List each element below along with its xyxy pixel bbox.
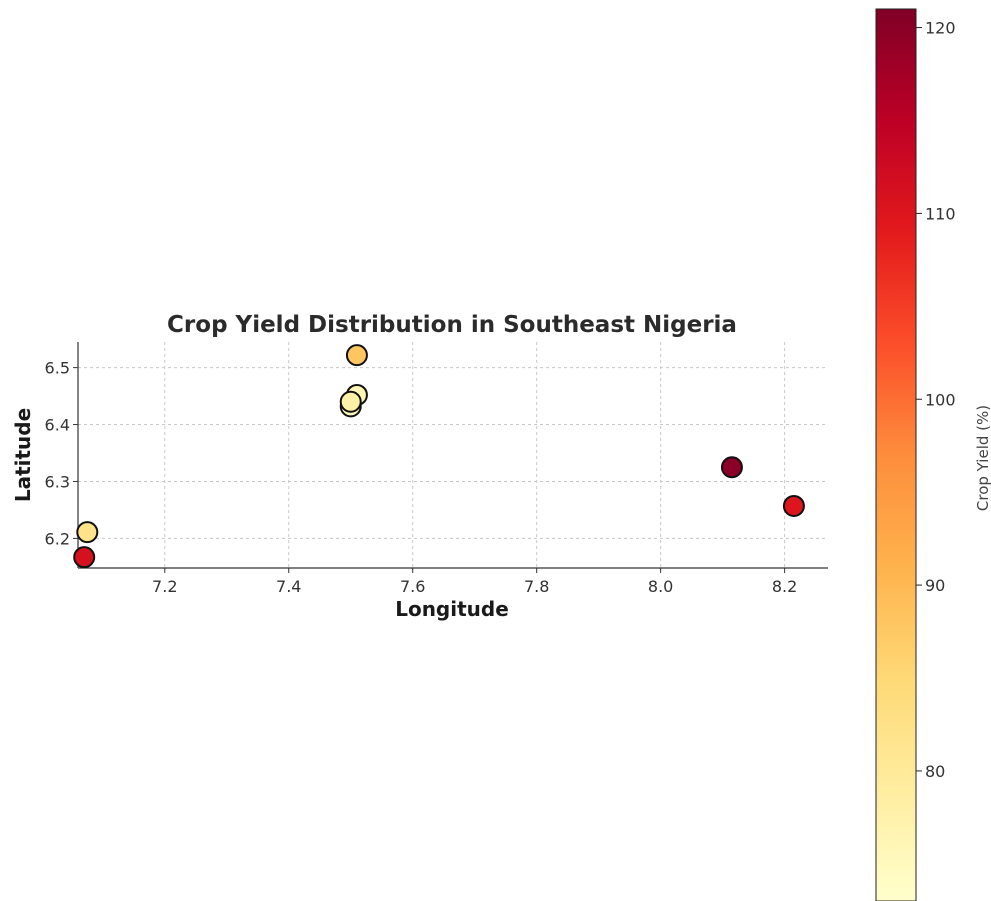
data-point xyxy=(76,521,99,544)
x-tick-label: 7.2 xyxy=(152,577,177,596)
colorbar-tick-label: 100 xyxy=(925,390,956,409)
x-tick-label: 7.6 xyxy=(400,577,425,596)
colorbar-tick-label: 120 xyxy=(925,19,956,38)
colorbar-tick-label: 110 xyxy=(925,204,956,223)
y-tick-label: 6.5 xyxy=(45,359,70,378)
y-tick-label: 6.4 xyxy=(45,416,70,435)
colorbar: 80 90 100 110 120 Crop Yield (%) xyxy=(875,8,991,901)
x-tick-label: 7.4 xyxy=(276,577,301,596)
colorbar-gradient xyxy=(875,8,917,901)
data-points xyxy=(73,344,805,569)
chart-title: Crop Yield Distribution in Southeast Nig… xyxy=(167,312,737,338)
y-tick-label: 6.3 xyxy=(45,472,70,491)
axes xyxy=(77,342,828,569)
x-ticks: 7.2 7.4 7.6 7.8 8.0 8.2 xyxy=(152,568,797,596)
x-tick-label: 8.2 xyxy=(772,577,797,596)
colorbar-tick-label: 80 xyxy=(925,762,945,781)
x-tick-label: 8.0 xyxy=(648,577,673,596)
data-point xyxy=(720,456,743,479)
grid-lines xyxy=(78,342,828,568)
data-point xyxy=(345,344,368,367)
data-point xyxy=(73,546,96,569)
colorbar-label: Crop Yield (%) xyxy=(974,405,991,511)
x-tick-label: 7.8 xyxy=(524,577,549,596)
data-point xyxy=(339,390,362,413)
colorbar-ticks: 80 90 100 110 120 xyxy=(916,19,956,781)
y-axis-label: Latitude xyxy=(11,408,35,502)
x-axis-label: Longitude xyxy=(395,597,509,621)
data-point xyxy=(782,494,805,517)
colorbar-tick-label: 90 xyxy=(925,576,945,595)
y-tick-label: 6.2 xyxy=(45,529,70,548)
y-ticks: 6.2 6.3 6.4 6.5 xyxy=(45,359,78,548)
